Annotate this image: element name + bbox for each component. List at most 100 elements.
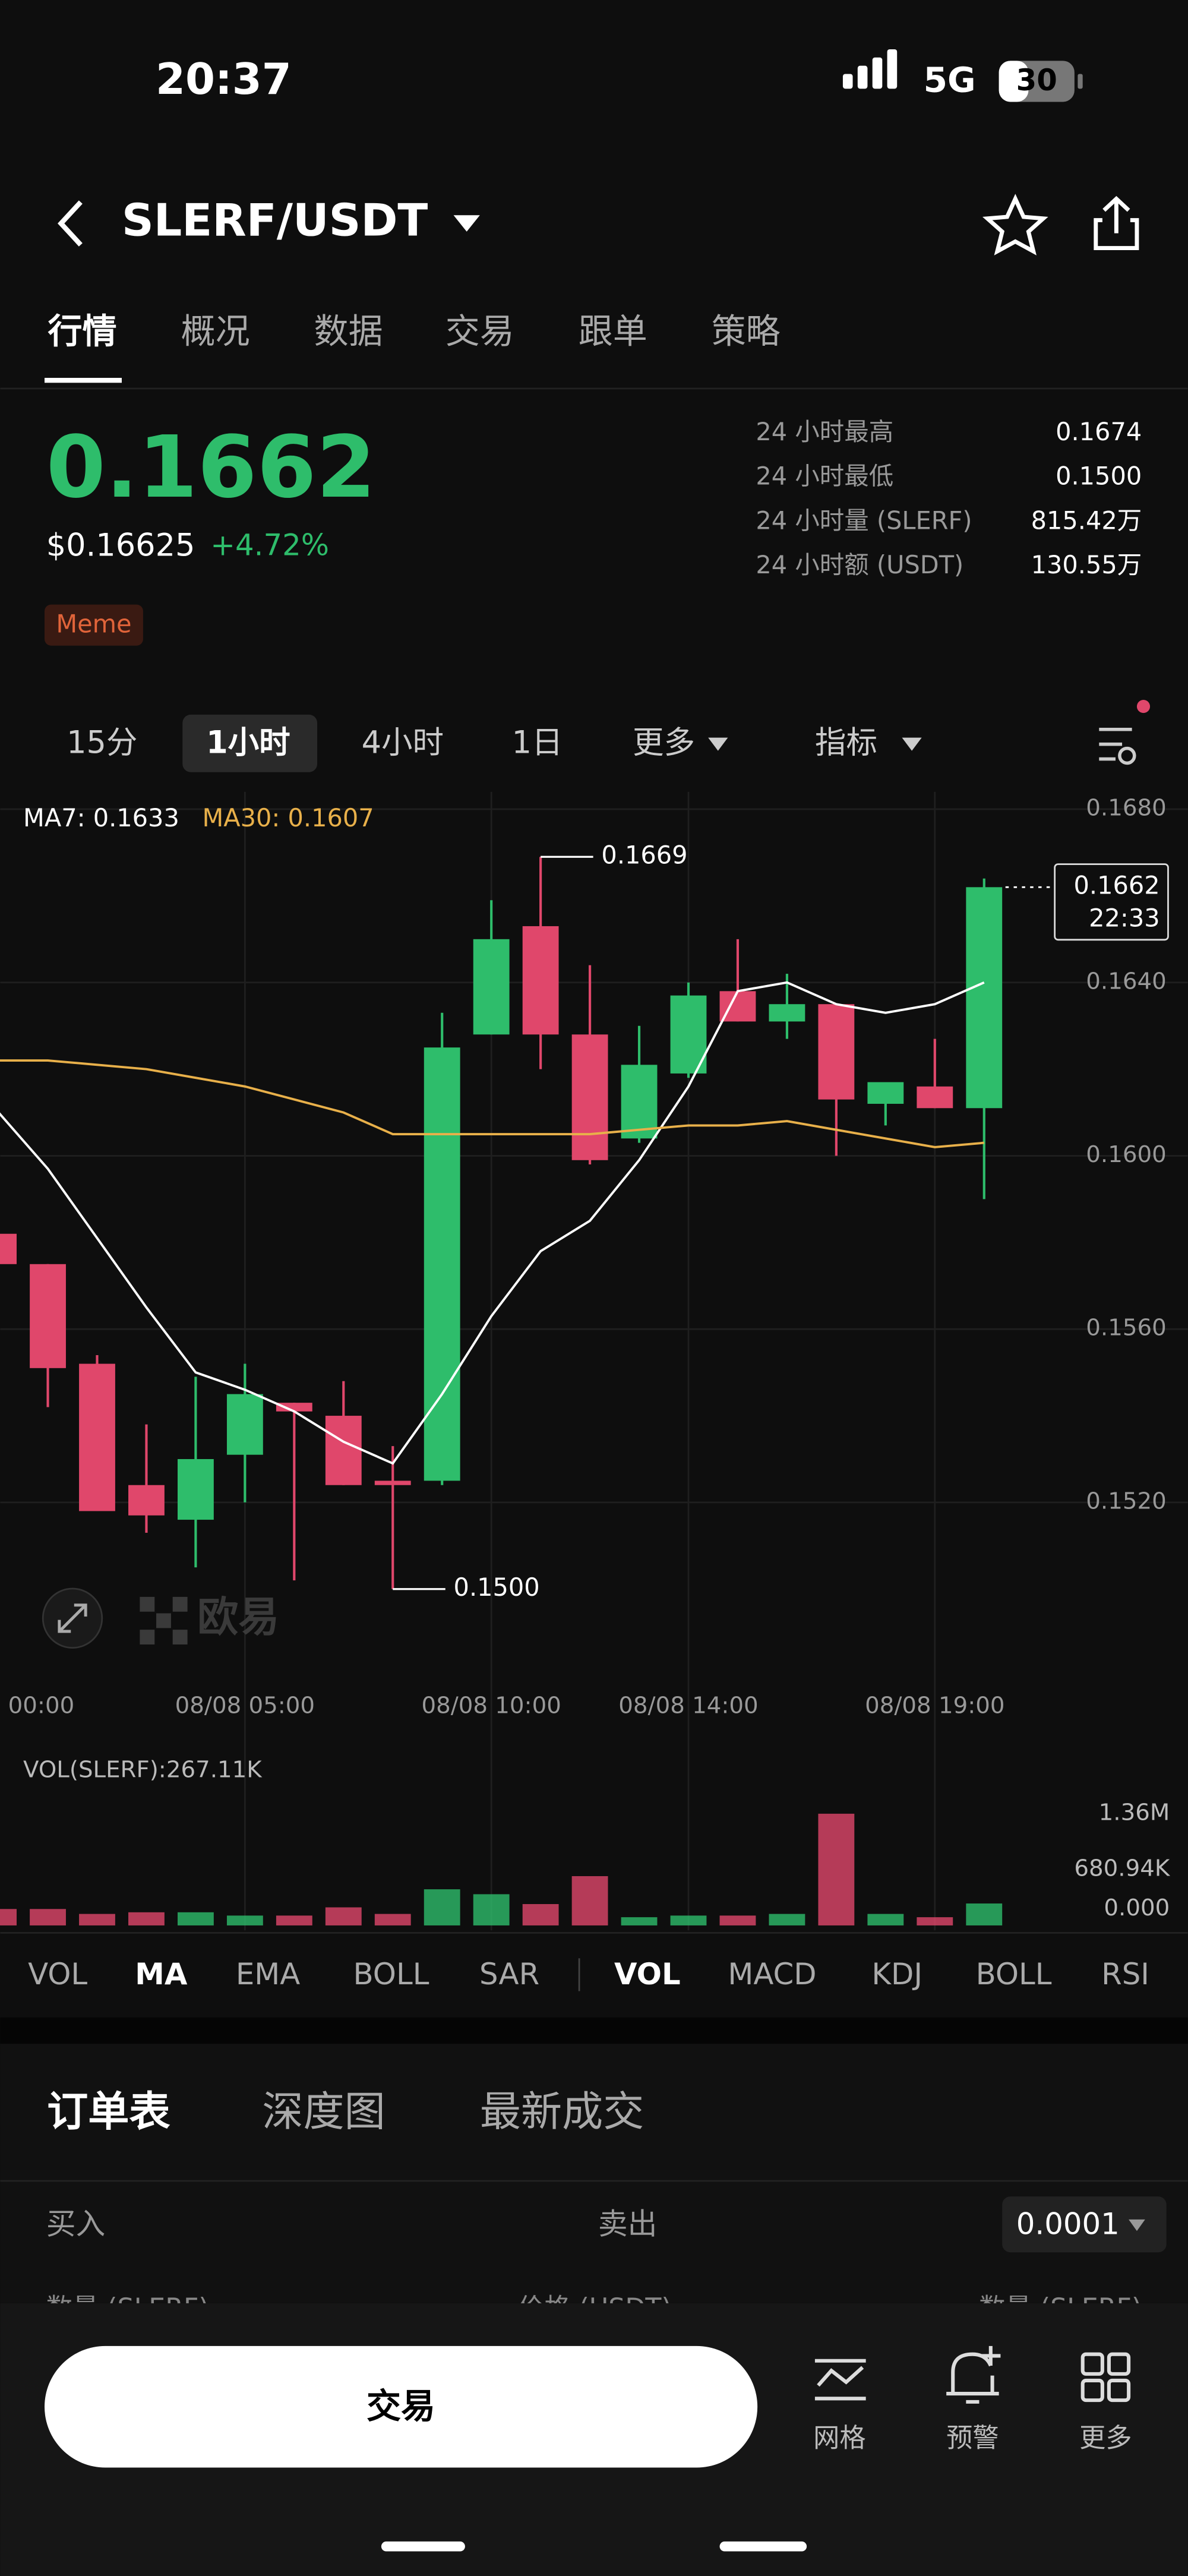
settings-dot-ring (1118, 746, 1136, 765)
signal-bar (842, 74, 853, 89)
x-tick-label: 08/08 19:00 (865, 1693, 1004, 1719)
y-tick-label: 0.1600 (1086, 1141, 1166, 1168)
grid-icon[interactable] (814, 2359, 866, 2401)
interval[interactable]: 指标 (815, 724, 877, 760)
back-icon[interactable] (58, 200, 83, 247)
volume-bar (621, 1917, 658, 1925)
stat-label: 24 小时量 (SLERF) (756, 506, 972, 535)
interval[interactable]: 4小时 (362, 724, 444, 760)
precision-label: 0.0001 (1016, 2206, 1120, 2241)
interval[interactable]: 1日 (512, 724, 563, 760)
candle-body (966, 887, 1003, 1109)
indicator[interactable]: MACD (728, 1957, 816, 1991)
tab[interactable]: 策略 (712, 311, 781, 351)
watermark: 欧易 (197, 1594, 279, 1641)
alert-icon[interactable] (946, 2345, 1001, 2404)
battery-label: 30 (1016, 63, 1057, 97)
settings-icon[interactable] (1099, 728, 1132, 761)
signal-bar (857, 65, 868, 89)
volume-bar (374, 1914, 411, 1925)
stat-label: 24 小时最低 (756, 462, 893, 491)
interval[interactable]: 更多 (633, 724, 695, 760)
battery-tip (1078, 74, 1083, 89)
signal-bar (872, 57, 883, 89)
tag-box (45, 604, 143, 646)
indicator[interactable]: SAR (479, 1957, 539, 1991)
more-icon[interactable] (1107, 2352, 1131, 2376)
indicator[interactable]: MA (135, 1957, 188, 1991)
indicator[interactable]: KDJ (871, 1957, 922, 1991)
notice-dot (1136, 700, 1151, 714)
last-price-time: 22:33 (1089, 904, 1160, 933)
watermark-logo (140, 1630, 155, 1645)
volume-bar (30, 1909, 66, 1925)
volume-bar (769, 1914, 805, 1925)
indicator[interactable]: BOLL (976, 1957, 1052, 1991)
stat-label: 24 小时最高 (756, 418, 893, 446)
volume-bar (917, 1917, 953, 1925)
volume-bar (670, 1915, 707, 1925)
interval[interactable]: 1小时 (206, 724, 290, 760)
volume-bar (966, 1903, 1003, 1925)
order-panel (0, 2044, 1188, 2324)
favorite-icon[interactable] (982, 194, 1048, 255)
indicator[interactable]: BOLL (353, 1957, 429, 1991)
candle-body (0, 1233, 17, 1264)
volume-bar (867, 1914, 904, 1925)
candle-body (917, 1086, 953, 1109)
candle-body (325, 1416, 362, 1485)
precision-box[interactable] (1002, 2196, 1167, 2253)
candle-body (621, 1065, 658, 1139)
pair-caret[interactable] (453, 215, 480, 232)
candle-body (424, 1047, 460, 1481)
share-icon[interactable] (1094, 195, 1139, 251)
interval-active (182, 714, 318, 772)
indicator[interactable]: EMA (236, 1957, 300, 1991)
more-icon[interactable] (1080, 2378, 1104, 2403)
candle-body (177, 1459, 214, 1520)
pair-title[interactable]: SLERF/USDT (122, 195, 428, 247)
tab[interactable]: 概况 (181, 311, 250, 351)
last-price: 0.1662 (46, 418, 376, 517)
signal-bar (887, 49, 898, 89)
trade-button-label[interactable]: 交易 (366, 2386, 435, 2426)
bottom-item-label[interactable]: 预警 (946, 2423, 999, 2453)
interval[interactable]: 15分 (67, 724, 137, 760)
bottom-item-label[interactable]: 网格 (813, 2423, 865, 2453)
order-tab[interactable]: 深度图 (262, 2088, 385, 2136)
more-icon[interactable] (1080, 2352, 1104, 2376)
y-tick-label: 0.1560 (1086, 1315, 1166, 1341)
more-icon[interactable] (1107, 2378, 1131, 2403)
stat-value: 815.42万 (1031, 506, 1142, 535)
candle-body (522, 926, 559, 1035)
annotation-label: 0.1669 (601, 841, 687, 869)
tab[interactable]: 行情 (48, 311, 117, 351)
volume-bar (226, 1915, 263, 1925)
candle-body (670, 995, 707, 1074)
volume-bar (424, 1889, 460, 1925)
indicator[interactable]: VOL (28, 1957, 87, 1991)
volume-bar (473, 1894, 510, 1925)
order-tab[interactable]: 最新成交 (480, 2088, 644, 2136)
volume-bar (719, 1915, 756, 1925)
tab[interactable]: 交易 (446, 311, 514, 351)
tab[interactable]: 跟单 (579, 311, 647, 351)
order-divider (0, 2180, 1188, 2182)
bottom-item-label[interactable]: 更多 (1079, 2423, 1132, 2453)
legend-entry: MA30: 0.1607 (202, 804, 374, 832)
volume-bar (571, 1876, 608, 1925)
volume-bar (128, 1912, 165, 1925)
last-price-label: 0.1662 (1074, 871, 1160, 899)
candle-body (374, 1480, 411, 1485)
order-tab[interactable]: 订单表 (47, 2088, 170, 2136)
indicator[interactable]: VOL (614, 1957, 681, 1991)
trade-button[interactable] (45, 2345, 758, 2468)
indicator[interactable]: RSI (1101, 1957, 1149, 1991)
volume-tick-label: 0.000 (1104, 1895, 1170, 1921)
sell-label: 卖出 (598, 2206, 658, 2241)
tab[interactable]: 数据 (314, 311, 383, 351)
watermark-logo (172, 1596, 188, 1612)
